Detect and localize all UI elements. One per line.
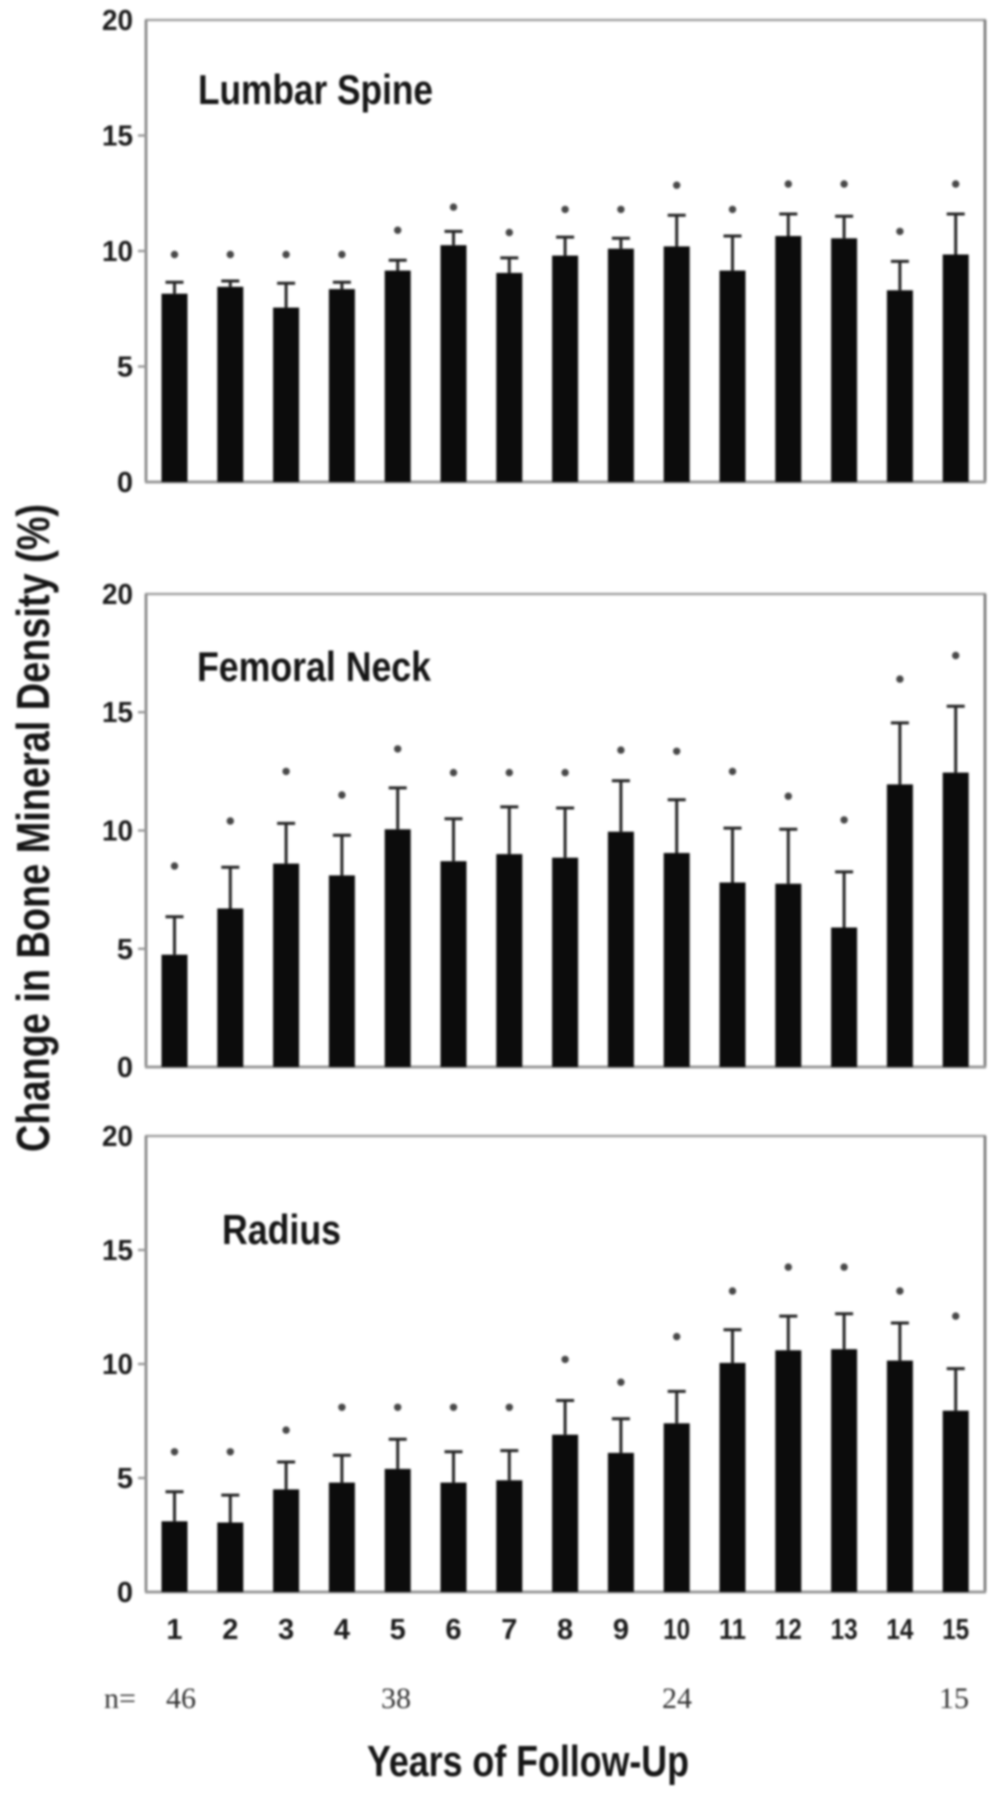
svg-text:1: 1 [166, 1614, 182, 1646]
svg-text:8: 8 [557, 1614, 573, 1646]
svg-text:10: 10 [102, 1349, 133, 1381]
svg-text:5: 5 [117, 352, 133, 384]
svg-text:12: 12 [775, 1614, 802, 1646]
svg-text:7: 7 [501, 1614, 517, 1646]
svg-text:5: 5 [117, 934, 133, 966]
svg-text:3: 3 [278, 1614, 294, 1646]
svg-text:Years of Follow-Up: Years of Follow-Up [367, 1737, 689, 1786]
svg-text:Radius: Radius [222, 1206, 341, 1253]
svg-text:15: 15 [102, 121, 133, 153]
svg-text:n=: n= [104, 1682, 136, 1715]
svg-text:15: 15 [102, 1235, 133, 1267]
svg-text:15: 15 [939, 1682, 969, 1715]
svg-text:0: 0 [117, 467, 133, 499]
svg-text:15: 15 [942, 1614, 969, 1646]
svg-text:4: 4 [334, 1614, 350, 1646]
svg-text:13: 13 [831, 1614, 858, 1646]
svg-text:5: 5 [117, 1463, 133, 1495]
svg-text:6: 6 [445, 1614, 461, 1646]
svg-text:20: 20 [102, 5, 133, 37]
svg-text:Femoral Neck: Femoral Neck [197, 643, 432, 690]
svg-text:9: 9 [613, 1614, 629, 1646]
svg-text:0: 0 [117, 1052, 133, 1084]
svg-text:24: 24 [662, 1682, 692, 1715]
svg-text:10: 10 [102, 816, 133, 848]
svg-text:38: 38 [381, 1682, 411, 1715]
svg-text:46: 46 [166, 1682, 196, 1715]
svg-text:Lumbar Spine: Lumbar Spine [198, 66, 433, 113]
svg-text:0: 0 [117, 1577, 133, 1609]
svg-text:2: 2 [222, 1614, 238, 1646]
svg-text:10: 10 [663, 1614, 690, 1646]
svg-text:10: 10 [102, 236, 133, 268]
svg-text:20: 20 [102, 1121, 133, 1153]
svg-text:11: 11 [719, 1614, 746, 1646]
svg-text:15: 15 [102, 697, 133, 729]
svg-text:5: 5 [390, 1614, 406, 1646]
svg-text:14: 14 [886, 1614, 913, 1646]
svg-text:20: 20 [102, 579, 133, 611]
svg-text:Change in Bone Mineral Density: Change in Bone Mineral Density (%) [7, 504, 59, 1152]
